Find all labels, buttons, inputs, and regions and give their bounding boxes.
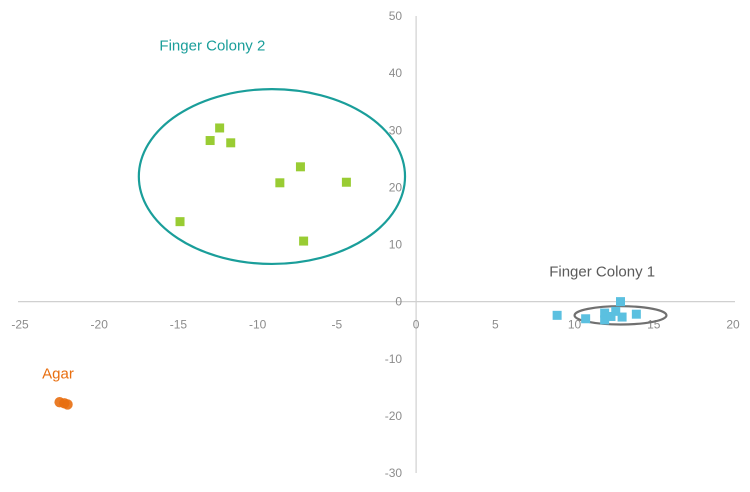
x-tick-label: -5	[332, 318, 343, 332]
x-tick-label: -20	[91, 318, 109, 332]
data-point	[552, 310, 562, 320]
data-point	[600, 315, 610, 325]
cluster-label: Agar	[42, 366, 74, 383]
cluster-ellipse	[137, 88, 407, 266]
data-points	[54, 123, 641, 410]
data-point	[226, 138, 236, 148]
data-point	[205, 136, 215, 146]
y-tick-labels: -30 -20 -10 0 10 20 30 40 50	[385, 9, 403, 480]
data-point	[617, 312, 627, 322]
y-tick-label: 50	[389, 9, 403, 23]
y-tick-label: 0	[395, 295, 402, 309]
data-point	[175, 217, 185, 227]
data-point	[275, 178, 285, 188]
cluster-label: Finger Colony 2	[159, 37, 265, 54]
data-point	[215, 123, 225, 133]
data-point	[299, 236, 309, 246]
cluster-labels: Finger Colony 2 Finger Colony 1 Agar	[42, 37, 655, 382]
x-tick-label: -15	[170, 318, 188, 332]
y-tick-label: 20	[389, 180, 403, 194]
data-point	[616, 297, 626, 307]
cluster-ellipse	[573, 305, 668, 326]
x-tick-label: 10	[568, 318, 582, 332]
data-point	[611, 306, 621, 316]
y-tick-label: 40	[389, 66, 403, 80]
data-point	[295, 162, 305, 172]
x-tick-label: 5	[492, 318, 499, 332]
y-tick-label: 10	[389, 238, 403, 252]
cluster-enclosures	[137, 88, 668, 326]
y-tick-label: -20	[385, 409, 403, 423]
y-tick-label: -10	[385, 352, 403, 366]
data-point	[341, 177, 351, 187]
y-tick-label: 30	[389, 123, 403, 137]
x-tick-label: -10	[249, 318, 267, 332]
x-tick-labels: -25 -20 -15 -10 -5 0 5 10 15 20	[11, 318, 740, 332]
data-point	[606, 311, 616, 321]
data-point	[631, 309, 641, 319]
x-tick-label: 20	[726, 318, 740, 332]
data-point	[581, 314, 591, 324]
data-point	[600, 308, 610, 318]
cluster-label: Finger Colony 1	[549, 263, 655, 280]
x-tick-label: -25	[11, 318, 29, 332]
x-tick-label: 0	[413, 318, 420, 332]
y-tick-label: -30	[385, 466, 403, 480]
data-point	[62, 399, 73, 410]
